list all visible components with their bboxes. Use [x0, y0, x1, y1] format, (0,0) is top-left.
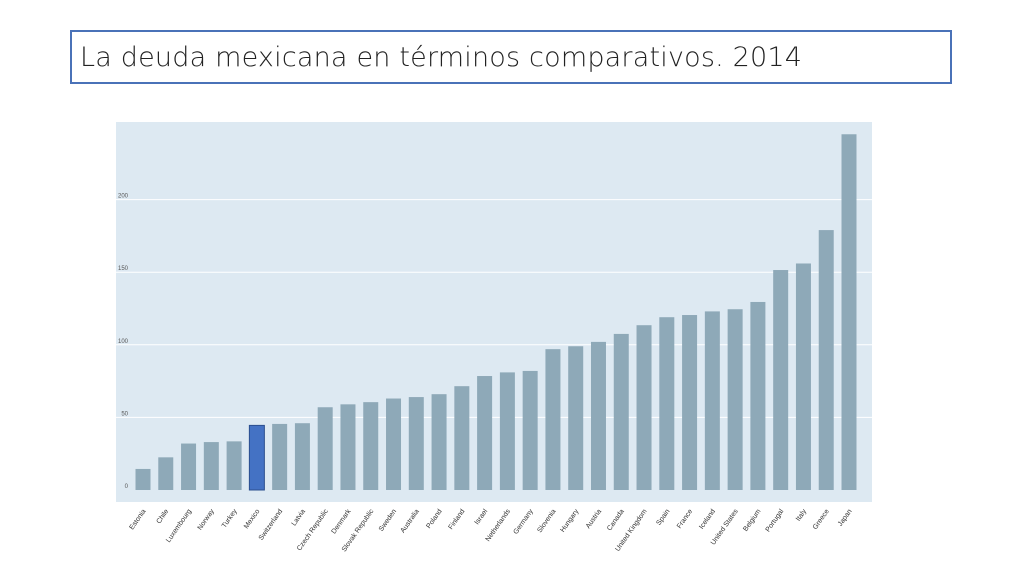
x-tick-label: Greece [812, 508, 831, 531]
bar-estonia [135, 468, 151, 490]
bar-switzerland [272, 423, 288, 490]
bar-spain [659, 317, 675, 490]
bar-portugal [773, 270, 789, 490]
x-tick-label: Iceland [698, 508, 717, 531]
x-tick-label: Sweden [378, 508, 398, 533]
gridlines [116, 199, 872, 418]
x-tick-label: Israel [474, 508, 490, 526]
x-tick-label: Denmark [331, 508, 353, 536]
y-tick-label: 150 [118, 266, 129, 272]
bar-germany [522, 370, 538, 490]
bar-iceland [704, 311, 720, 490]
x-tick-label: Switzerland [258, 508, 285, 542]
y-tick-label: 50 [121, 411, 128, 417]
x-tick-label: Germany [513, 508, 536, 536]
bar-united-kingdom [636, 325, 652, 490]
x-tick-label: Spain [655, 508, 671, 527]
x-tick-label: Norway [197, 508, 217, 532]
x-tick-label: Belgium [742, 508, 762, 533]
y-tick-label: 0 [125, 484, 129, 490]
bar-luxembourg [181, 443, 197, 490]
bar-sweden [386, 398, 402, 490]
x-tick-label: Japan [837, 508, 854, 528]
bar-latvia [294, 423, 310, 490]
x-tick-label: Austria [585, 508, 603, 530]
bar-slovak-republic [363, 402, 379, 490]
y-tick-label: 100 [118, 339, 129, 345]
slide-title: La deuda mexicana en términos comparativ… [80, 41, 803, 73]
bar-mexico [248, 424, 265, 491]
x-tick-label: France [676, 508, 694, 530]
plot-background [116, 122, 872, 502]
y-tick-label: 200 [118, 194, 129, 200]
title-box: La deuda mexicana en términos comparativ… [70, 30, 952, 84]
bar-denmark [340, 404, 356, 490]
bar-slovenia [545, 349, 561, 490]
x-tick-label: Latvia [291, 508, 308, 527]
bar-czech-republic [317, 407, 333, 490]
bar-finland [454, 386, 470, 490]
x-tick-label: Portugal [765, 508, 786, 534]
x-tick-label: Italy [795, 508, 808, 523]
bar-belgium [750, 301, 766, 490]
x-tick-label: Estonia [129, 508, 148, 531]
bar-netherlands [499, 372, 515, 490]
x-tick-label: Netherlands [485, 508, 513, 543]
x-tick-label: Slovenia [536, 508, 557, 534]
bar-france [682, 315, 698, 490]
bar-australia [408, 397, 424, 490]
bar-chile [158, 457, 174, 490]
x-tick-label: Poland [425, 508, 443, 530]
x-tick-label: Turkey [221, 508, 239, 530]
bars [135, 134, 857, 491]
x-tick-label: Finland [448, 508, 467, 531]
bar-canada [613, 333, 629, 490]
y-axis-ticks: 0 50 100 150 200 [118, 194, 129, 490]
bar-greece [818, 230, 834, 490]
bar-norway [203, 442, 219, 490]
bar-turkey [226, 441, 242, 490]
bar-austria [590, 341, 606, 490]
x-tick-label: Australia [400, 508, 421, 534]
bar-italy [795, 263, 811, 490]
x-tick-label: Chile [156, 508, 171, 525]
x-tick-label: Canada [606, 508, 626, 532]
bar-united-states [727, 309, 743, 490]
bar-poland [431, 394, 447, 490]
bar-israel [477, 376, 493, 490]
x-tick-label: Mexico [243, 508, 262, 530]
x-tick-label: Hungary [559, 508, 580, 534]
bar-hungary [568, 346, 584, 490]
bar-japan [841, 134, 857, 490]
